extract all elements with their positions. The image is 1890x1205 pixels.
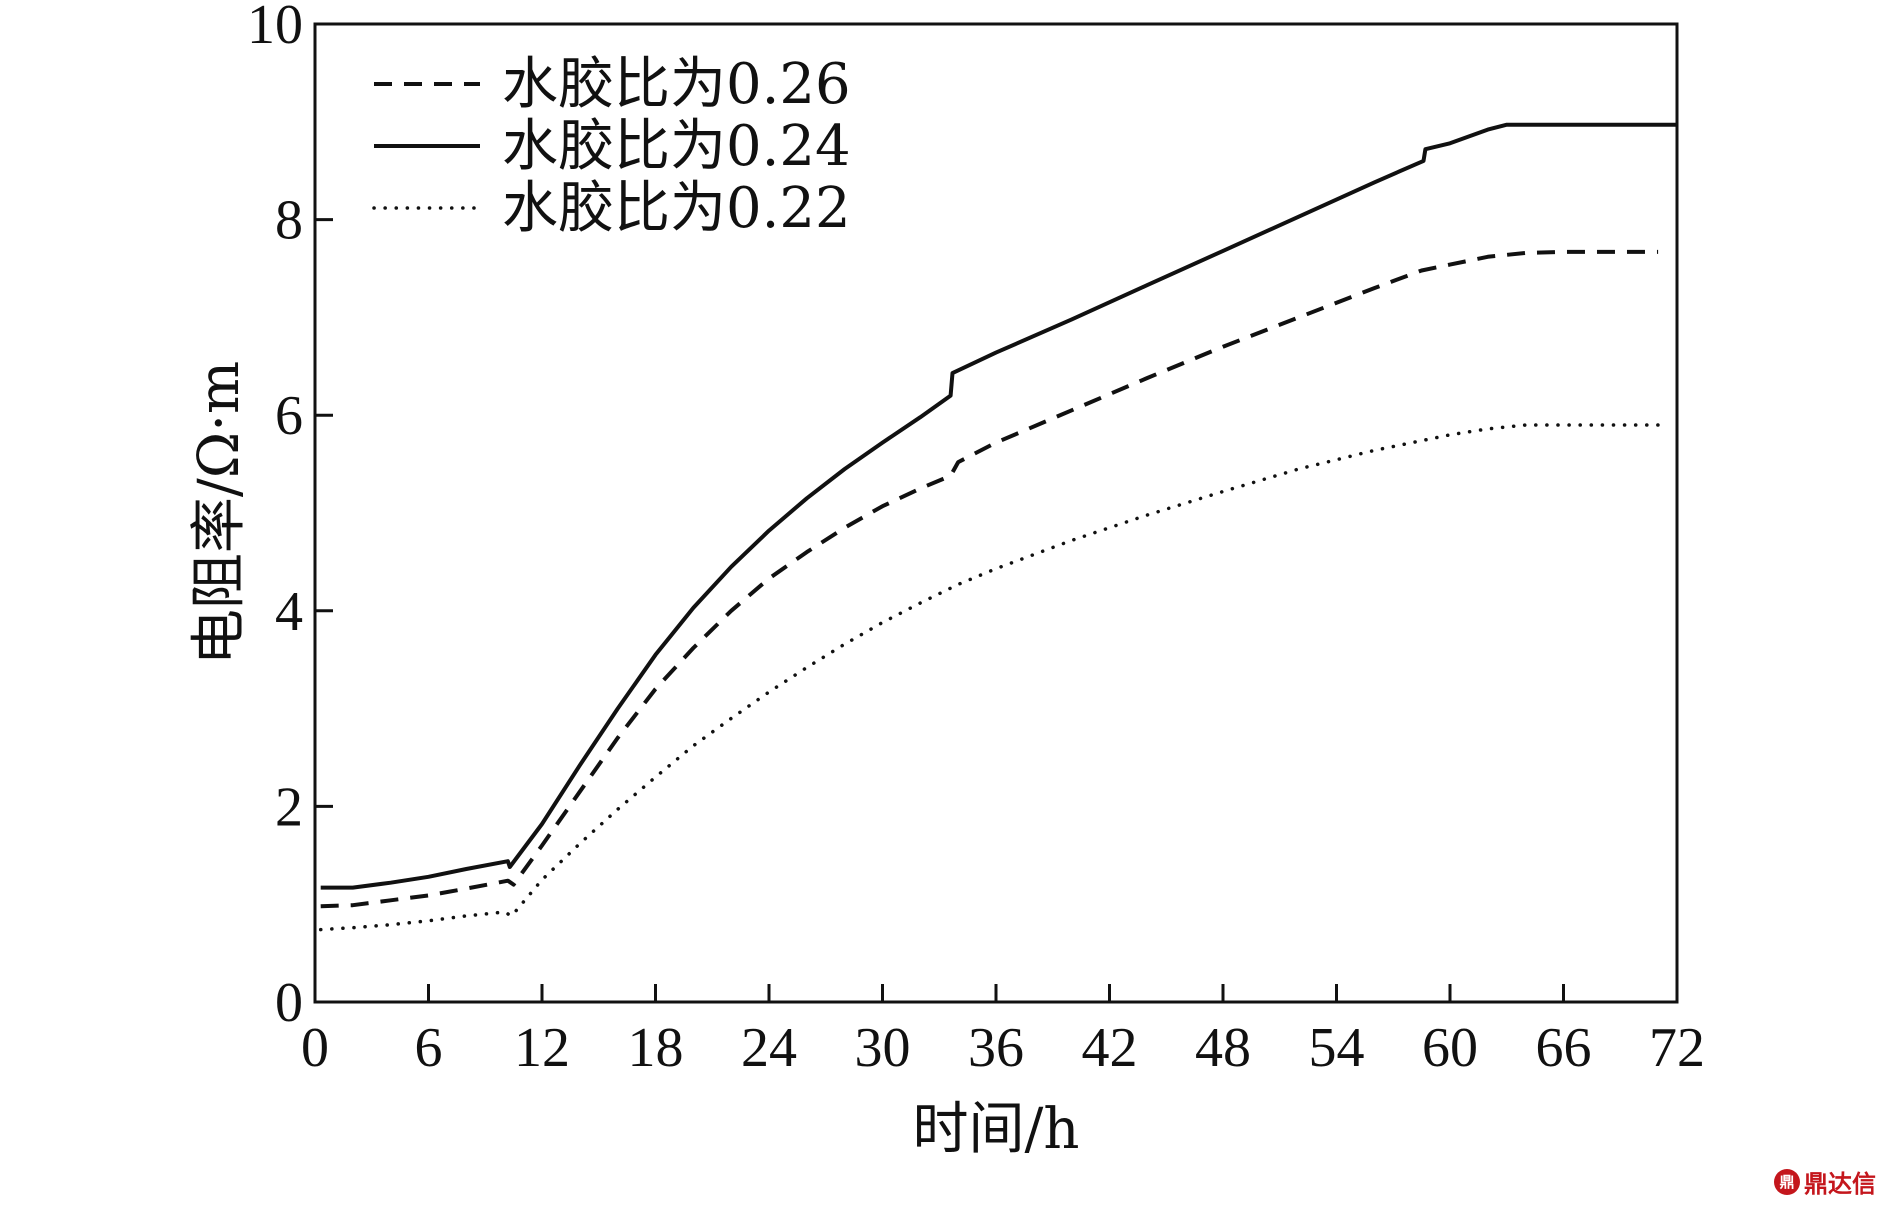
x-tick-label: 12 (514, 1017, 570, 1079)
y-tick-label: 6 (275, 385, 303, 447)
watermark: 鼎 鼎达信 (1774, 1164, 1876, 1199)
x-tick-label: 66 (1536, 1017, 1592, 1079)
x-tick-label: 6 (415, 1017, 443, 1079)
series-line (320, 122, 1677, 890)
legend-label: 水胶比为0.26 (502, 52, 851, 117)
x-axis-title: 时间/h (913, 1097, 1080, 1162)
series-line (318, 423, 1670, 932)
x-tick-label: 24 (741, 1017, 797, 1079)
x-tick-label: 48 (1195, 1017, 1251, 1079)
y-tick-label: 0 (275, 972, 303, 1034)
legend-label: 水胶比为0.22 (502, 176, 851, 241)
x-tick-label: 30 (855, 1017, 911, 1079)
y-tick-label: 2 (275, 776, 303, 838)
x-tick-label: 42 (1082, 1017, 1138, 1079)
x-tick-label: 60 (1422, 1017, 1478, 1079)
x-tick-label: 36 (968, 1017, 1024, 1079)
x-tick-label: 18 (628, 1017, 684, 1079)
x-tick-label: 0 (301, 1017, 329, 1079)
y-axis: 0 2 4 6 8 10 (247, 0, 333, 1034)
y-tick-label: 4 (275, 581, 303, 643)
legend-label: 水胶比为0.24 (502, 114, 851, 179)
y-tick-label: 8 (275, 190, 303, 252)
series-layer (318, 122, 1677, 932)
watermark-text: 鼎达信 (1804, 1170, 1876, 1198)
y-axis-title: 电阻率/Ω·m (187, 361, 252, 665)
x-axis: 0 6 12 18 24 30 36 42 48 54 60 66 72 (301, 984, 1705, 1079)
x-tick-label: 72 (1649, 1017, 1705, 1079)
series-line (320, 249, 1659, 909)
dingdaxin-logo-icon: 鼎 (1774, 1168, 1800, 1195)
y-tick-label: 10 (247, 0, 303, 56)
x-tick-label: 54 (1309, 1017, 1365, 1079)
